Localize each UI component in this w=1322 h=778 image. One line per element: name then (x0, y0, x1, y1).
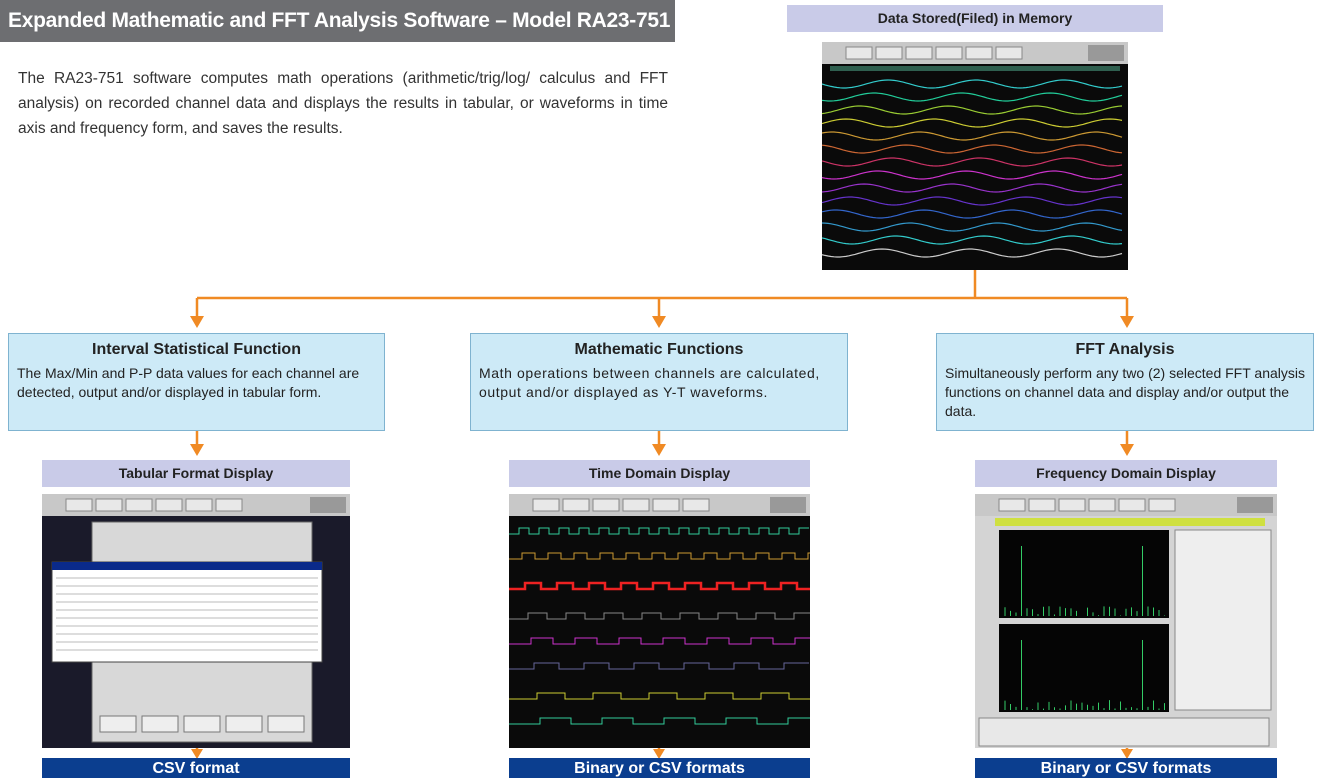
screen-detail (1119, 499, 1145, 511)
screen-detail (268, 716, 304, 732)
branch-box: FFT Analysis Simultaneously perform any … (936, 333, 1314, 431)
branch-box: Interval Statistical Function The Max/Mi… (8, 333, 385, 431)
screen-detail (226, 716, 262, 732)
screen-detail (995, 518, 1265, 526)
display-label: Time Domain Display (509, 460, 810, 487)
screen-detail (563, 499, 589, 511)
screen-detail (770, 497, 806, 513)
screenshot (975, 494, 1277, 748)
screen-detail (623, 499, 649, 511)
screen-detail (156, 499, 182, 511)
screen-detail (1029, 499, 1055, 511)
screen-detail (1149, 499, 1175, 511)
screen-detail (1175, 530, 1271, 710)
screen-detail (1059, 499, 1085, 511)
screen-detail (216, 499, 242, 511)
screen-detail (1237, 497, 1273, 513)
output-label: CSV format (42, 758, 350, 778)
screen-detail (683, 499, 709, 511)
branch-description: The Max/Min and P-P data values for each… (17, 364, 376, 402)
screen-detail (126, 499, 152, 511)
screen-detail (999, 624, 1169, 712)
screen-detail (184, 716, 220, 732)
screen-detail (310, 497, 346, 513)
display-label: Frequency Domain Display (975, 460, 1277, 487)
branch-title: Mathematic Functions (479, 340, 839, 359)
page: Expanded Mathematic and FFT Analysis Sof… (0, 0, 1322, 778)
branch-title: FFT Analysis (945, 340, 1305, 359)
screenshot (509, 494, 810, 748)
screen-detail (653, 499, 679, 511)
screenshot (42, 494, 350, 748)
branch-title: Interval Statistical Function (17, 340, 376, 359)
output-label: Binary or CSV formats (509, 758, 810, 778)
screen-detail (999, 499, 1025, 511)
screen-detail (533, 499, 559, 511)
screen-detail (52, 562, 322, 662)
screen-detail (1089, 499, 1115, 511)
output-label: Binary or CSV formats (975, 758, 1277, 778)
screen-detail (999, 530, 1169, 618)
branch-description: Simultaneously perform any two (2) selec… (945, 364, 1305, 421)
screen-detail (66, 499, 92, 511)
branch-description: Math operations between channels are cal… (479, 364, 839, 402)
screen-detail (96, 499, 122, 511)
screen-detail (142, 716, 178, 732)
screen-detail (52, 562, 322, 570)
screen-detail (593, 499, 619, 511)
screen-detail (186, 499, 212, 511)
screen-detail (979, 718, 1269, 746)
screen-detail (100, 716, 136, 732)
branch-box: Mathematic Functions Math operations bet… (470, 333, 848, 431)
display-label: Tabular Format Display (42, 460, 350, 487)
